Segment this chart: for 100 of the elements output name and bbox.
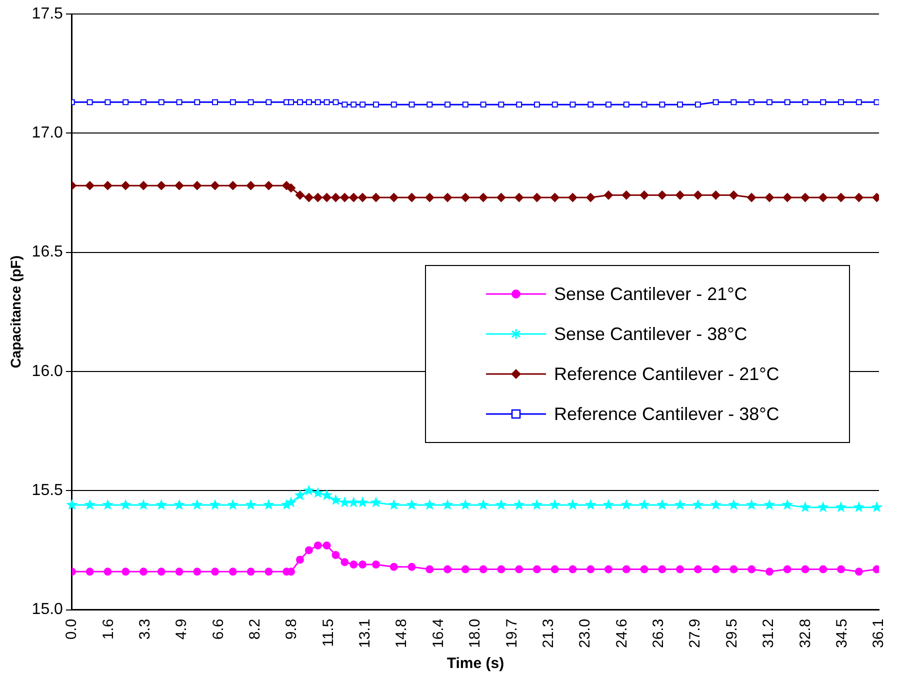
point bbox=[478, 193, 488, 202]
point bbox=[513, 498, 525, 510]
point bbox=[782, 193, 792, 202]
point bbox=[570, 102, 576, 108]
point bbox=[121, 181, 130, 190]
point bbox=[332, 99, 339, 106]
x-tick-label: 21.3 bbox=[540, 618, 557, 648]
x-axis-title: Time (s) bbox=[446, 655, 504, 672]
point bbox=[338, 496, 350, 508]
point bbox=[296, 556, 304, 564]
point bbox=[480, 102, 486, 108]
point bbox=[264, 181, 274, 190]
point bbox=[426, 102, 433, 108]
point bbox=[782, 498, 794, 510]
point bbox=[191, 498, 203, 510]
point bbox=[444, 102, 450, 108]
point bbox=[532, 193, 542, 202]
point bbox=[158, 99, 164, 106]
point bbox=[306, 99, 312, 106]
point bbox=[764, 498, 776, 510]
point bbox=[461, 565, 470, 574]
point bbox=[84, 498, 96, 510]
point bbox=[194, 99, 200, 106]
point bbox=[552, 102, 558, 108]
point bbox=[496, 193, 506, 202]
legend-label: Reference Cantilever - 38°C bbox=[554, 404, 780, 424]
point bbox=[321, 489, 333, 500]
x-tick-label: 29.5 bbox=[723, 618, 740, 648]
point bbox=[139, 568, 148, 576]
point bbox=[460, 498, 472, 510]
point bbox=[295, 190, 304, 200]
point bbox=[586, 565, 595, 574]
point bbox=[331, 193, 340, 202]
x-tick-label: 6.6 bbox=[210, 618, 227, 640]
x-tick-label: 31.2 bbox=[760, 618, 778, 648]
point bbox=[606, 102, 612, 108]
point bbox=[604, 565, 612, 574]
point bbox=[372, 560, 380, 569]
point bbox=[444, 565, 452, 574]
point bbox=[784, 99, 790, 106]
x-tick-label: 36.1 bbox=[870, 618, 888, 648]
point bbox=[408, 102, 415, 108]
point bbox=[800, 501, 811, 512]
point bbox=[294, 489, 306, 500]
point bbox=[104, 99, 111, 106]
point bbox=[586, 193, 596, 202]
y-tick-label: 16.5 bbox=[32, 244, 64, 261]
point bbox=[659, 102, 666, 108]
point bbox=[730, 99, 737, 106]
point bbox=[514, 193, 524, 202]
point bbox=[140, 99, 146, 106]
point bbox=[623, 102, 630, 108]
point bbox=[641, 102, 648, 108]
point bbox=[248, 99, 254, 106]
x-tick-label: 16.4 bbox=[430, 618, 447, 648]
point bbox=[710, 498, 722, 510]
point bbox=[766, 99, 772, 106]
x-tick-label: 13.1 bbox=[356, 618, 374, 648]
point bbox=[332, 550, 340, 559]
point bbox=[516, 102, 522, 108]
point bbox=[495, 498, 507, 510]
point bbox=[550, 565, 559, 574]
point bbox=[228, 568, 237, 576]
x-tick-label: 0.0 bbox=[63, 618, 80, 640]
point bbox=[285, 496, 297, 508]
x-tick-label: 19.7 bbox=[503, 618, 520, 648]
point bbox=[230, 99, 236, 106]
point bbox=[854, 568, 863, 576]
point bbox=[462, 102, 468, 108]
point bbox=[350, 102, 357, 108]
point bbox=[694, 565, 702, 574]
point bbox=[693, 190, 702, 200]
point bbox=[122, 568, 130, 576]
point bbox=[264, 568, 273, 576]
point bbox=[212, 99, 218, 106]
point bbox=[853, 501, 865, 512]
point bbox=[86, 99, 93, 106]
point bbox=[835, 501, 847, 512]
point bbox=[622, 190, 631, 200]
x-tick-label: 26.3 bbox=[650, 618, 668, 648]
point bbox=[425, 193, 434, 202]
x-tick-label: 27.9 bbox=[686, 618, 704, 648]
point bbox=[676, 190, 685, 200]
point bbox=[245, 498, 256, 510]
point bbox=[348, 496, 360, 508]
point bbox=[104, 568, 112, 576]
point bbox=[711, 190, 720, 200]
x-tick-label: 3.3 bbox=[136, 618, 154, 640]
x-tick-label: 14.8 bbox=[393, 618, 410, 648]
point bbox=[227, 498, 239, 510]
point bbox=[567, 498, 578, 510]
point bbox=[262, 498, 274, 510]
point bbox=[388, 498, 400, 510]
point bbox=[729, 190, 738, 200]
point bbox=[174, 498, 185, 510]
point bbox=[584, 498, 596, 510]
point bbox=[497, 565, 506, 574]
point bbox=[304, 193, 314, 202]
point bbox=[549, 498, 561, 510]
point bbox=[712, 565, 720, 574]
